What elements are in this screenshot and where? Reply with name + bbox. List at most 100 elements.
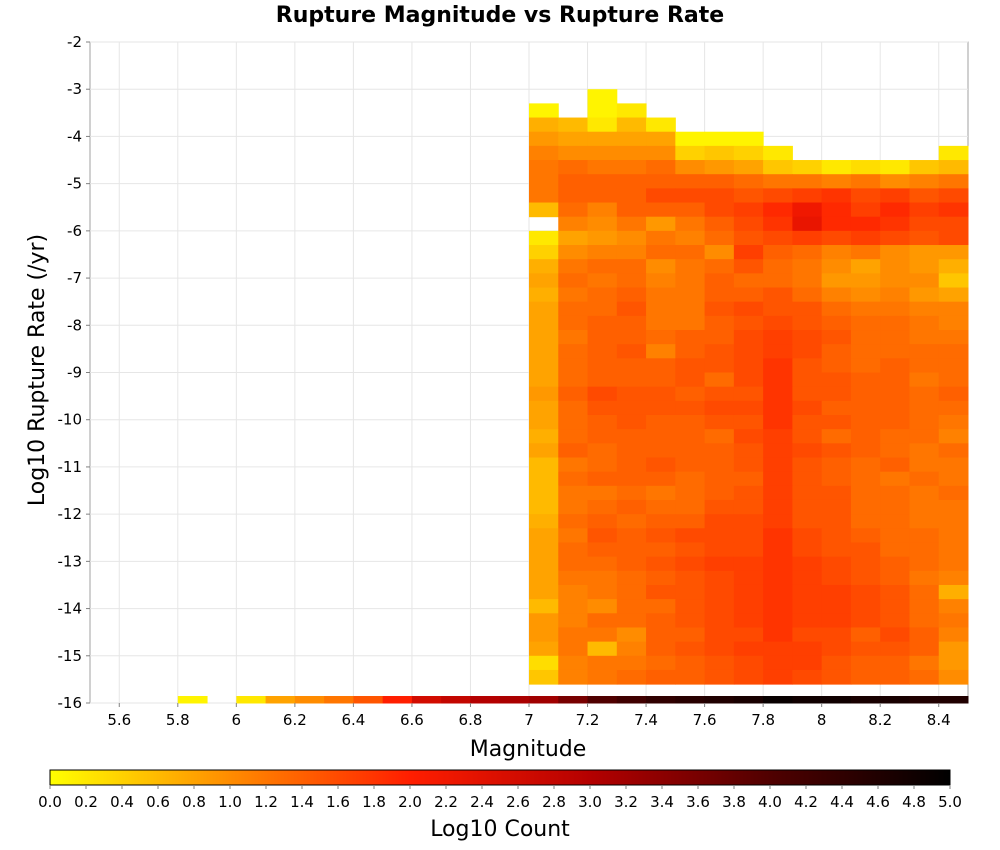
heatmap-cell bbox=[850, 584, 881, 600]
heatmap-cell bbox=[938, 627, 969, 643]
heatmap-cell bbox=[821, 372, 852, 388]
heatmap-cell bbox=[880, 669, 910, 685]
heatmap-cell bbox=[909, 188, 940, 204]
heatmap-cell bbox=[850, 471, 881, 487]
colorbar-tick-label: 0.0 bbox=[38, 793, 62, 811]
heatmap-cell bbox=[558, 570, 589, 586]
heatmap-cell bbox=[821, 259, 852, 274]
heatmap-cell bbox=[850, 358, 881, 373]
heatmap-cell bbox=[558, 344, 589, 359]
heatmap-cell bbox=[850, 599, 881, 614]
heatmap-cell bbox=[529, 613, 559, 628]
heatmap-cell bbox=[880, 174, 910, 189]
heatmap-cell bbox=[675, 330, 706, 345]
heatmap-cell bbox=[529, 131, 559, 147]
heatmap-cell bbox=[587, 556, 618, 572]
colorbar-tick-label: 3.0 bbox=[578, 793, 602, 811]
colorbar-tick-label: 4.2 bbox=[794, 793, 818, 811]
heatmap-cell bbox=[880, 641, 910, 657]
heatmap-cell bbox=[704, 160, 735, 175]
heatmap-cell bbox=[675, 202, 706, 218]
heatmap-cell bbox=[529, 287, 559, 303]
heatmap-cell bbox=[587, 259, 618, 274]
heatmap-cell bbox=[938, 669, 969, 685]
heatmap-cell bbox=[733, 344, 764, 359]
heatmap-cell bbox=[529, 655, 559, 671]
heatmap-cell bbox=[704, 287, 735, 303]
heatmap-cell bbox=[938, 330, 969, 345]
heatmap-cell bbox=[616, 570, 647, 586]
heatmap-cell bbox=[294, 696, 325, 704]
heatmap-cell bbox=[558, 613, 589, 628]
heatmap-cell bbox=[587, 358, 618, 373]
heatmap-cell bbox=[675, 429, 706, 444]
colorbar-tick-label: 4.0 bbox=[758, 793, 782, 811]
heatmap-cell bbox=[938, 457, 969, 473]
heatmap-cell bbox=[529, 556, 559, 572]
heatmap-cell bbox=[763, 542, 793, 558]
heatmap-cell bbox=[909, 485, 940, 501]
heatmap-cell bbox=[733, 230, 764, 246]
heatmap-cell bbox=[587, 386, 618, 402]
heatmap-cell bbox=[704, 655, 735, 671]
heatmap-cell bbox=[733, 627, 764, 643]
x-tick-label: 7.8 bbox=[751, 711, 775, 729]
heatmap-cell bbox=[792, 641, 823, 657]
heatmap-cell bbox=[558, 145, 589, 161]
heatmap-cell bbox=[821, 471, 852, 487]
heatmap-cell bbox=[675, 443, 706, 458]
heatmap-cell bbox=[529, 202, 559, 218]
heatmap-cell bbox=[529, 386, 559, 402]
y-tick-label: -7 bbox=[67, 269, 82, 287]
heatmap-cell bbox=[821, 273, 852, 289]
heatmap-cell bbox=[529, 400, 559, 416]
heatmap-cell bbox=[763, 145, 793, 161]
heatmap-cell bbox=[733, 443, 764, 458]
heatmap-cell bbox=[441, 696, 471, 704]
heatmap-cell bbox=[850, 315, 881, 331]
heatmap-cell bbox=[938, 188, 969, 204]
heatmap-cell bbox=[675, 287, 706, 303]
heatmap-cell bbox=[850, 344, 881, 359]
heatmap-cell bbox=[558, 330, 589, 345]
heatmap-cell bbox=[704, 358, 735, 373]
heatmap-cell bbox=[529, 315, 559, 331]
heatmap-cell bbox=[763, 627, 793, 643]
heatmap-cell bbox=[938, 301, 969, 317]
heatmap-cell bbox=[792, 443, 823, 458]
heatmap-cell bbox=[792, 273, 823, 289]
heatmap-cell bbox=[411, 696, 442, 704]
heatmap-cell bbox=[821, 160, 852, 175]
heatmap-cell bbox=[558, 216, 589, 232]
heatmap-cell bbox=[646, 556, 676, 572]
heatmap-cell bbox=[616, 499, 647, 515]
heatmap-cell bbox=[558, 542, 589, 558]
heatmap-cell bbox=[763, 599, 793, 614]
x-tick-label: 6.4 bbox=[341, 711, 365, 729]
heatmap-cell bbox=[792, 259, 823, 274]
heatmap-cell bbox=[909, 202, 940, 218]
colorbar-tick-label: 1.4 bbox=[290, 793, 314, 811]
heatmap-cell bbox=[558, 315, 589, 331]
heatmap-cell bbox=[616, 287, 647, 303]
x-tick-label: 7.2 bbox=[576, 711, 600, 729]
heatmap-cell bbox=[792, 669, 823, 685]
heatmap-cell bbox=[909, 584, 940, 600]
heatmap-cell bbox=[704, 216, 735, 232]
heatmap-cell bbox=[733, 358, 764, 373]
heatmap-cell bbox=[938, 202, 969, 218]
colorbar-tick-label: 0.4 bbox=[110, 793, 134, 811]
colorbar-tick-label: 1.6 bbox=[326, 793, 350, 811]
x-tick-label: 5.6 bbox=[107, 711, 131, 729]
heatmap-cell bbox=[529, 542, 559, 558]
heatmap-cell bbox=[880, 584, 910, 600]
heatmap-cell bbox=[792, 556, 823, 572]
y-tick-label: -5 bbox=[67, 175, 82, 193]
heatmap-cell bbox=[646, 160, 676, 175]
heatmap-cell bbox=[704, 669, 735, 685]
heatmap-cell bbox=[733, 584, 764, 600]
heatmap-cell bbox=[616, 174, 647, 189]
heatmap-cell bbox=[616, 358, 647, 373]
heatmap-cell bbox=[850, 301, 881, 317]
heatmap-cell bbox=[558, 457, 589, 473]
